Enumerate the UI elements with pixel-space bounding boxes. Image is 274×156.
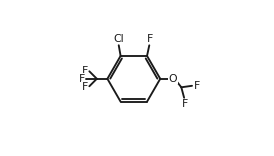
Text: F: F [194,81,200,91]
Text: F: F [147,34,153,44]
Text: F: F [82,66,88,76]
Text: F: F [182,99,188,109]
Text: F: F [82,82,88,92]
Text: F: F [78,74,85,84]
Text: O: O [169,74,177,84]
Text: Cl: Cl [114,34,124,44]
